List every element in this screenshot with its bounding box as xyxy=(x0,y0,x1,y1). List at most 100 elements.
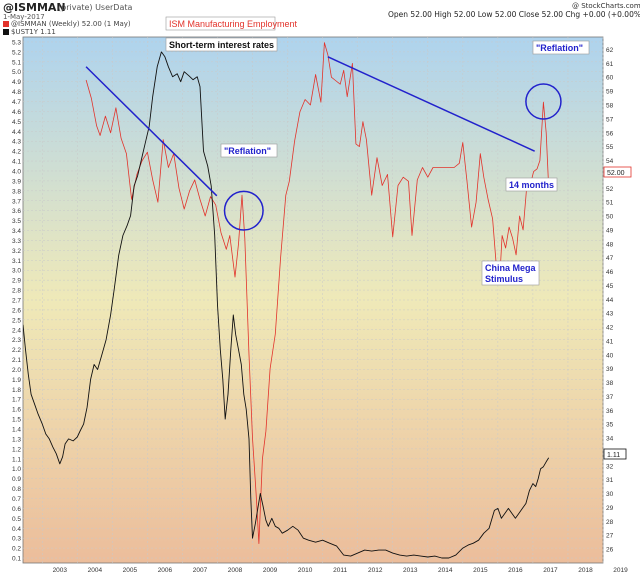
left-tick-label: 0.9 xyxy=(12,476,21,483)
left-tick-label: 0.3 xyxy=(12,536,21,543)
right-tick-label: 43 xyxy=(606,311,614,318)
left-tick-label: 3.4 xyxy=(12,228,21,235)
left-tick-label: 3.2 xyxy=(12,248,21,255)
right-tick-label: 35 xyxy=(606,422,614,429)
fourteen-months-box: 14 months xyxy=(505,177,558,192)
right-tick-label: 49 xyxy=(606,227,614,234)
x-tick-label: 2017 xyxy=(543,567,558,574)
right-tick-label: 48 xyxy=(606,241,614,248)
left-tick-label: 2.3 xyxy=(12,337,21,344)
right-tick-label: 61 xyxy=(606,61,614,68)
x-tick-label: 2014 xyxy=(438,567,453,574)
x-tick-label: 2011 xyxy=(333,567,347,574)
chart-symbol: @ISMMAN xyxy=(3,1,66,14)
highlight-circle-2 xyxy=(525,83,562,120)
right-tick-label: 50 xyxy=(606,214,614,221)
right-tick-label: 47 xyxy=(606,255,614,262)
right-tick-label: 45 xyxy=(606,283,614,290)
right-tick-label: 26 xyxy=(606,547,614,554)
left-tick-label: 2.7 xyxy=(12,298,21,305)
reflation-label-2017: "Reflation" xyxy=(536,43,583,53)
left-tick-label: 3.3 xyxy=(12,238,21,245)
right-tick-label: 34 xyxy=(606,436,614,443)
left-tick-label: 0.2 xyxy=(12,546,21,553)
left-tick-label: 4.4 xyxy=(12,129,21,136)
right-tick-label: 32 xyxy=(606,463,614,470)
rates-title-box: Short-term interest rates xyxy=(165,37,278,52)
right-tick-label: 59 xyxy=(606,89,614,96)
left-tick-label: 4.7 xyxy=(12,99,21,106)
x-tick-label: 2004 xyxy=(88,567,103,574)
legend-ism: @ISMMAN (Weekly) 52.00 (1 May) xyxy=(3,20,131,28)
left-tick-label: 4.3 xyxy=(12,139,21,146)
left-tick-label: 5.0 xyxy=(12,69,21,76)
reflation-box-2017: "Reflation" xyxy=(532,40,590,55)
x-tick-label: 2006 xyxy=(158,567,173,574)
ohlc-readout: Open 52.00 High 52.00 Low 52.00 Close 52… xyxy=(388,10,640,19)
right-tick-label: 62 xyxy=(606,47,614,54)
left-tick-label: 3.8 xyxy=(12,188,21,195)
right-tick-label: 44 xyxy=(606,297,614,304)
left-tick-label: 2.5 xyxy=(12,317,21,324)
fourteen-months-label: 14 months xyxy=(509,180,554,190)
right-tick-label: 55 xyxy=(606,144,614,151)
left-tick-label: 5.3 xyxy=(12,39,21,46)
x-tick-label: 2009 xyxy=(263,567,278,574)
left-tick-label: 1.1 xyxy=(12,456,21,463)
highlight-circle-1 xyxy=(223,190,264,231)
left-tick-label: 2.2 xyxy=(12,347,21,354)
left-tick-label: 4.1 xyxy=(12,159,21,166)
left-tick-label: 1.8 xyxy=(12,387,21,394)
left-tick-label: 3.6 xyxy=(12,208,21,215)
left-tick-label: 0.8 xyxy=(12,486,21,493)
ism-last-value: 52.00 xyxy=(607,170,625,177)
left-tick-label: 3.0 xyxy=(12,268,21,275)
right-tick-label: 37 xyxy=(606,394,614,401)
rates-last-badge: 1.11 xyxy=(603,448,627,460)
series-line-ust1y xyxy=(23,51,550,559)
rates-last-value: 1.11 xyxy=(607,452,620,459)
left-tick-label: 4.9 xyxy=(12,79,21,86)
ism-title-box: ISM Manufacturing Employment xyxy=(165,16,298,31)
x-tick-label: 2010 xyxy=(298,567,313,574)
x-tick-label: 2016 xyxy=(508,567,523,574)
left-tick-label: 1.3 xyxy=(12,436,21,443)
left-tick-label: 1.4 xyxy=(12,427,21,434)
right-tick-label: 29 xyxy=(606,505,614,512)
left-tick-label: 1.7 xyxy=(12,397,21,404)
ism-title: ISM Manufacturing Employment xyxy=(169,19,298,29)
trendline-2 xyxy=(327,56,535,152)
right-tick-label: 40 xyxy=(606,352,614,359)
x-tick-label: 2013 xyxy=(403,567,418,574)
right-tick-label: 27 xyxy=(606,533,614,540)
chart-date: 1-May-2017 xyxy=(3,13,45,21)
reflation-box-2008: "Reflation" xyxy=(220,143,278,158)
x-tick-label: 2012 xyxy=(368,567,383,574)
series-line-ismman xyxy=(85,42,550,544)
left-axis: 0.1 0.2 0.3 0.4 0.5 0.6 0.7 0.8 0.9 1.0 1.1 1.2 1.3 1… xyxy=(12,39,21,562)
left-tick-label: 3.7 xyxy=(12,198,21,205)
left-tick-label: 4.0 xyxy=(12,168,21,175)
chart-private-label: (private) UserData xyxy=(58,3,133,12)
left-tick-label: 0.7 xyxy=(12,496,21,503)
legend-rates: $UST1Y 1.11 xyxy=(3,28,56,36)
left-tick-label: 4.5 xyxy=(12,119,21,126)
x-tick-label: 2008 xyxy=(228,567,243,574)
left-tick-label: 2.6 xyxy=(12,307,21,314)
grid-lines xyxy=(23,37,604,563)
right-tick-label: 51 xyxy=(606,200,614,207)
series-layer xyxy=(23,42,550,559)
legend-ism-swatch xyxy=(3,21,9,27)
china-stimulus-line2: Stimulus xyxy=(485,274,523,284)
right-tick-label: 28 xyxy=(606,519,614,526)
left-tick-label: 3.1 xyxy=(12,258,21,265)
right-tick-label: 52 xyxy=(606,186,614,193)
left-tick-label: 1.6 xyxy=(12,407,21,414)
left-tick-label: 2.4 xyxy=(12,327,21,334)
legend-rates-swatch xyxy=(3,29,9,35)
right-tick-label: 46 xyxy=(606,269,614,276)
right-tick-label: 38 xyxy=(606,380,614,387)
rates-title: Short-term interest rates xyxy=(169,40,274,50)
left-tick-label: 4.2 xyxy=(12,149,21,156)
